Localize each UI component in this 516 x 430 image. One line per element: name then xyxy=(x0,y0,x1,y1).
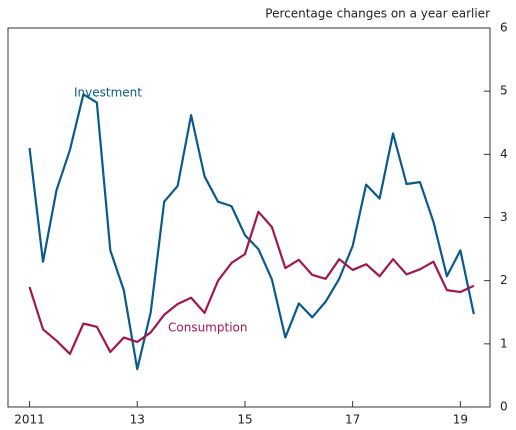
y-tick-label: 0 xyxy=(500,400,508,414)
x-tick-label: 15 xyxy=(237,413,252,427)
y-tick-label: 5 xyxy=(500,84,508,98)
x-tick-label: 2011 xyxy=(14,413,45,427)
x-tick-label: 13 xyxy=(130,413,145,427)
x-tick-label: 17 xyxy=(345,413,360,427)
series-line xyxy=(28,93,475,371)
x-tick-label: 19 xyxy=(453,413,468,427)
y-tick-label: 2 xyxy=(500,273,508,287)
series-label: Consumption xyxy=(168,321,247,335)
series-line xyxy=(28,210,475,356)
y-tick-label: 6 xyxy=(500,21,508,35)
y-tick-label: 4 xyxy=(500,147,508,161)
y-tick-label: 3 xyxy=(500,210,508,224)
series-label: Investment xyxy=(74,86,142,100)
y-tick-label: 1 xyxy=(500,336,508,350)
chart-subtitle: Percentage changes on a year earlier xyxy=(265,7,490,21)
